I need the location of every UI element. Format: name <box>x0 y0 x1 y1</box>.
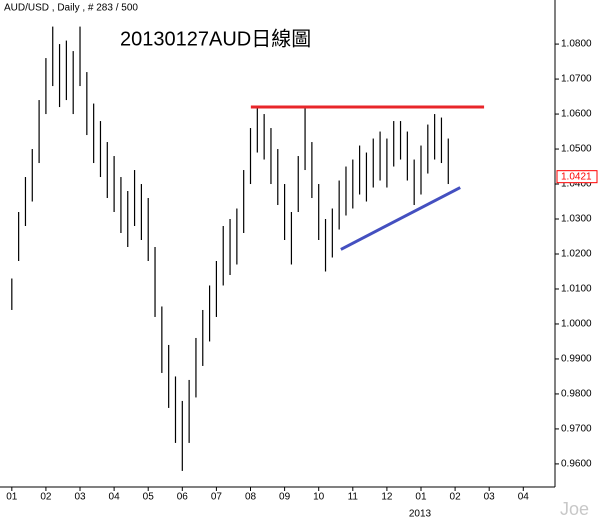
y-tick-label: 0.9800 <box>561 389 592 400</box>
year-label: 2013 <box>409 509 432 520</box>
y-tick-label: 0.9900 <box>561 354 592 365</box>
x-tick-label: 02 <box>450 492 462 503</box>
y-tick-label: 1.0300 <box>561 214 592 225</box>
x-tick-label: 08 <box>245 492 257 503</box>
trend-line <box>340 186 461 251</box>
y-tick-label: 1.0800 <box>561 39 592 50</box>
x-tick-label: 03 <box>74 492 86 503</box>
chart-title: 20130127AUD日線圖 <box>120 27 311 50</box>
y-tick-label: 1.0400 <box>561 179 592 190</box>
y-tick-label: 1.0600 <box>561 109 592 120</box>
x-tick-label: 06 <box>177 492 189 503</box>
x-tick-label: 09 <box>279 492 291 503</box>
x-tick-label: 12 <box>381 492 393 503</box>
x-tick-label: 04 <box>109 492 121 503</box>
y-tick-label: 1.0500 <box>561 144 592 155</box>
y-tick-label: 1.0200 <box>561 249 592 260</box>
x-tick-label: 05 <box>143 492 155 503</box>
x-tick-label: 10 <box>313 492 325 503</box>
x-tick-label: 04 <box>518 492 530 503</box>
x-tick-label: 01 <box>6 492 18 503</box>
y-tick-label: 0.9700 <box>561 424 592 435</box>
last-price-box <box>556 170 598 184</box>
y-tick-label: 0.9600 <box>561 459 592 470</box>
y-tick-label: 1.0000 <box>561 319 592 330</box>
watermark: Joe <box>560 499 589 519</box>
x-tick-label: 01 <box>415 492 427 503</box>
x-tick-label: 03 <box>484 492 496 503</box>
x-tick-label: 07 <box>211 492 223 503</box>
y-tick-label: 1.0700 <box>561 74 592 85</box>
y-tick-label: 1.0100 <box>561 284 592 295</box>
last-price-label: 1.0421 <box>561 171 592 182</box>
x-tick-label: 11 <box>348 492 359 503</box>
x-tick-label: 02 <box>40 492 52 503</box>
chart-header: AUD/USD , Daily , # 283 / 500 <box>4 3 138 14</box>
